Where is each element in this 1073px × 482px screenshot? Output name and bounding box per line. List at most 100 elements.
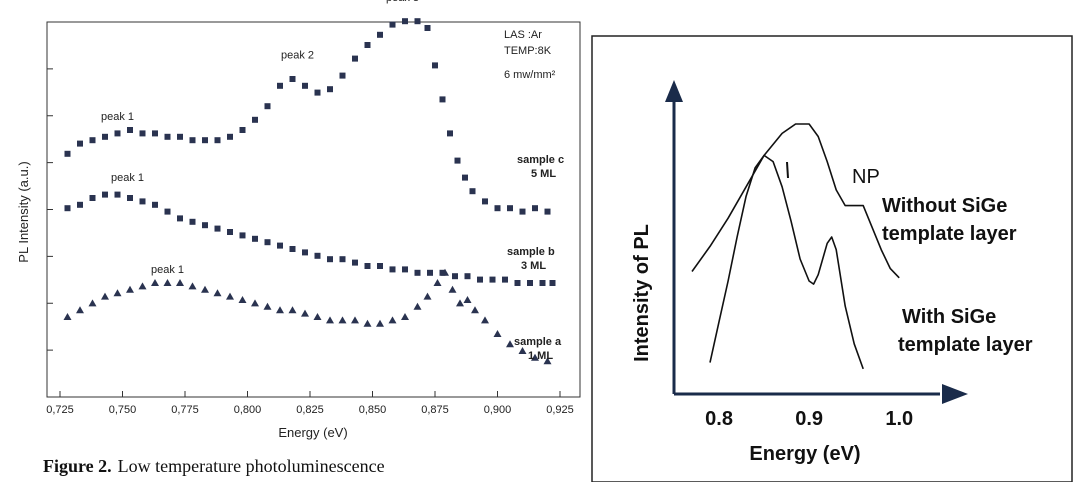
peak-annotation: peak 3: [386, 0, 419, 4]
figure-caption: Figure 2. Low temperature photoluminescen…: [43, 456, 385, 476]
series-label: sample b: [507, 246, 555, 258]
data-point: [252, 235, 258, 242]
data-point: [402, 18, 408, 25]
data-point: [214, 225, 221, 232]
data-point: [76, 306, 84, 314]
data-point: [481, 316, 489, 324]
data-point: [202, 222, 208, 229]
np-marker: [786, 161, 789, 179]
data-point: [539, 280, 546, 286]
peak-annotation: peak 1: [151, 264, 184, 276]
data-point: [364, 42, 371, 48]
data-point: [477, 276, 483, 283]
data-point: [327, 86, 333, 93]
peak-annotation: peak 1: [111, 172, 144, 184]
right-x-ticks: 0.8 0.9 1.0: [705, 408, 913, 430]
data-point: [113, 289, 122, 297]
data-point: [239, 232, 246, 239]
data-point: [89, 137, 96, 144]
left-data-points: [63, 18, 556, 365]
data-point: [427, 269, 433, 276]
caption-text: Figure 2. Low temperature photoluminescen…: [43, 456, 385, 476]
data-point: [302, 82, 308, 89]
data-point: [377, 31, 383, 38]
data-point: [102, 191, 108, 198]
left-x-tick-label: 0,900: [484, 404, 512, 416]
data-point: [177, 133, 183, 140]
left-peak-annotations: peak 1 peak 2 peak 3 peak 1 peak 1: [101, 0, 419, 276]
data-point: [114, 191, 121, 198]
data-point: [276, 306, 284, 314]
left-x-tick-label: 0,750: [109, 404, 137, 416]
curve-label-line1: Without SiGe: [882, 195, 1007, 217]
data-point: [127, 195, 133, 201]
data-point: [202, 137, 208, 144]
data-point: [439, 96, 446, 103]
right-x-tick-label: 0.9: [795, 408, 823, 430]
data-point: [302, 249, 308, 256]
series-sublabel: 5 ML: [531, 168, 556, 180]
data-point: [469, 188, 476, 195]
left-x-axis-label: Energy (eV): [278, 425, 347, 440]
series-label: sample c: [517, 154, 564, 166]
data-point: [277, 242, 283, 249]
data-point: [338, 316, 347, 324]
data-point: [77, 201, 83, 208]
data-point: [288, 306, 297, 314]
data-point: [152, 130, 158, 137]
data-point: [289, 246, 296, 252]
data-point: [188, 282, 197, 290]
right-x-axis-label: Energy (eV): [749, 443, 860, 465]
left-conditions: LAS :Ar TEMP:8K 6 mw/mm²: [504, 29, 556, 81]
data-point: [456, 299, 464, 307]
data-point: [471, 306, 479, 314]
series-sublabel: 1 ML: [528, 350, 553, 362]
right-pl-chart: 0.8 0.9 1.0 Without SiGe template layer With…: [591, 35, 1073, 482]
data-point: [532, 205, 538, 212]
data-point: [152, 201, 158, 208]
data-point: [493, 330, 502, 337]
data-point: [518, 347, 527, 354]
data-point: [482, 198, 488, 205]
data-point: [63, 313, 72, 320]
data-point: [364, 263, 371, 269]
condition-text: 6 mw/mm²: [504, 69, 556, 81]
data-point: [164, 208, 171, 215]
curve-label-line1: With SiGe: [902, 306, 996, 328]
data-point: [531, 353, 539, 361]
data-point: [339, 256, 346, 263]
data-point: [489, 276, 496, 283]
data-point: [126, 285, 134, 293]
data-point: [447, 130, 453, 137]
data-point: [163, 279, 172, 286]
data-point: [402, 266, 408, 273]
data-point: [389, 266, 396, 273]
data-point: [138, 282, 147, 290]
data-point: [189, 137, 196, 144]
data-point: [352, 259, 358, 266]
curve-label-line2: template layer: [882, 223, 1017, 245]
left-x-ticks: 0,725 0,750 0,775 0,800 0,825 0,850 0,875 0,900…: [46, 391, 574, 416]
data-point: [177, 215, 183, 222]
data-point: [424, 25, 431, 31]
data-point: [313, 313, 322, 320]
left-x-tick-label: 0,925: [546, 404, 574, 416]
left-x-tick-label: 0,800: [234, 404, 262, 416]
data-point: [88, 299, 97, 307]
data-point: [376, 319, 384, 327]
data-point: [549, 280, 556, 286]
right-y-axis-label: Intensity of PL: [631, 224, 653, 362]
data-point: [527, 280, 533, 286]
caption-bold: Figure 2.: [43, 456, 112, 476]
data-point: [363, 319, 372, 327]
data-point: [263, 302, 272, 310]
data-point: [314, 252, 321, 259]
data-point: [64, 150, 71, 157]
data-point: [464, 273, 471, 280]
data-point: [423, 292, 432, 300]
left-x-tick-label: 0,725: [46, 404, 74, 416]
left-series-labels: sample c 5 ML sample b 3 ML sample a 1 ML: [507, 154, 564, 362]
condition-text: TEMP:8K: [504, 45, 552, 57]
data-point: [519, 208, 526, 215]
